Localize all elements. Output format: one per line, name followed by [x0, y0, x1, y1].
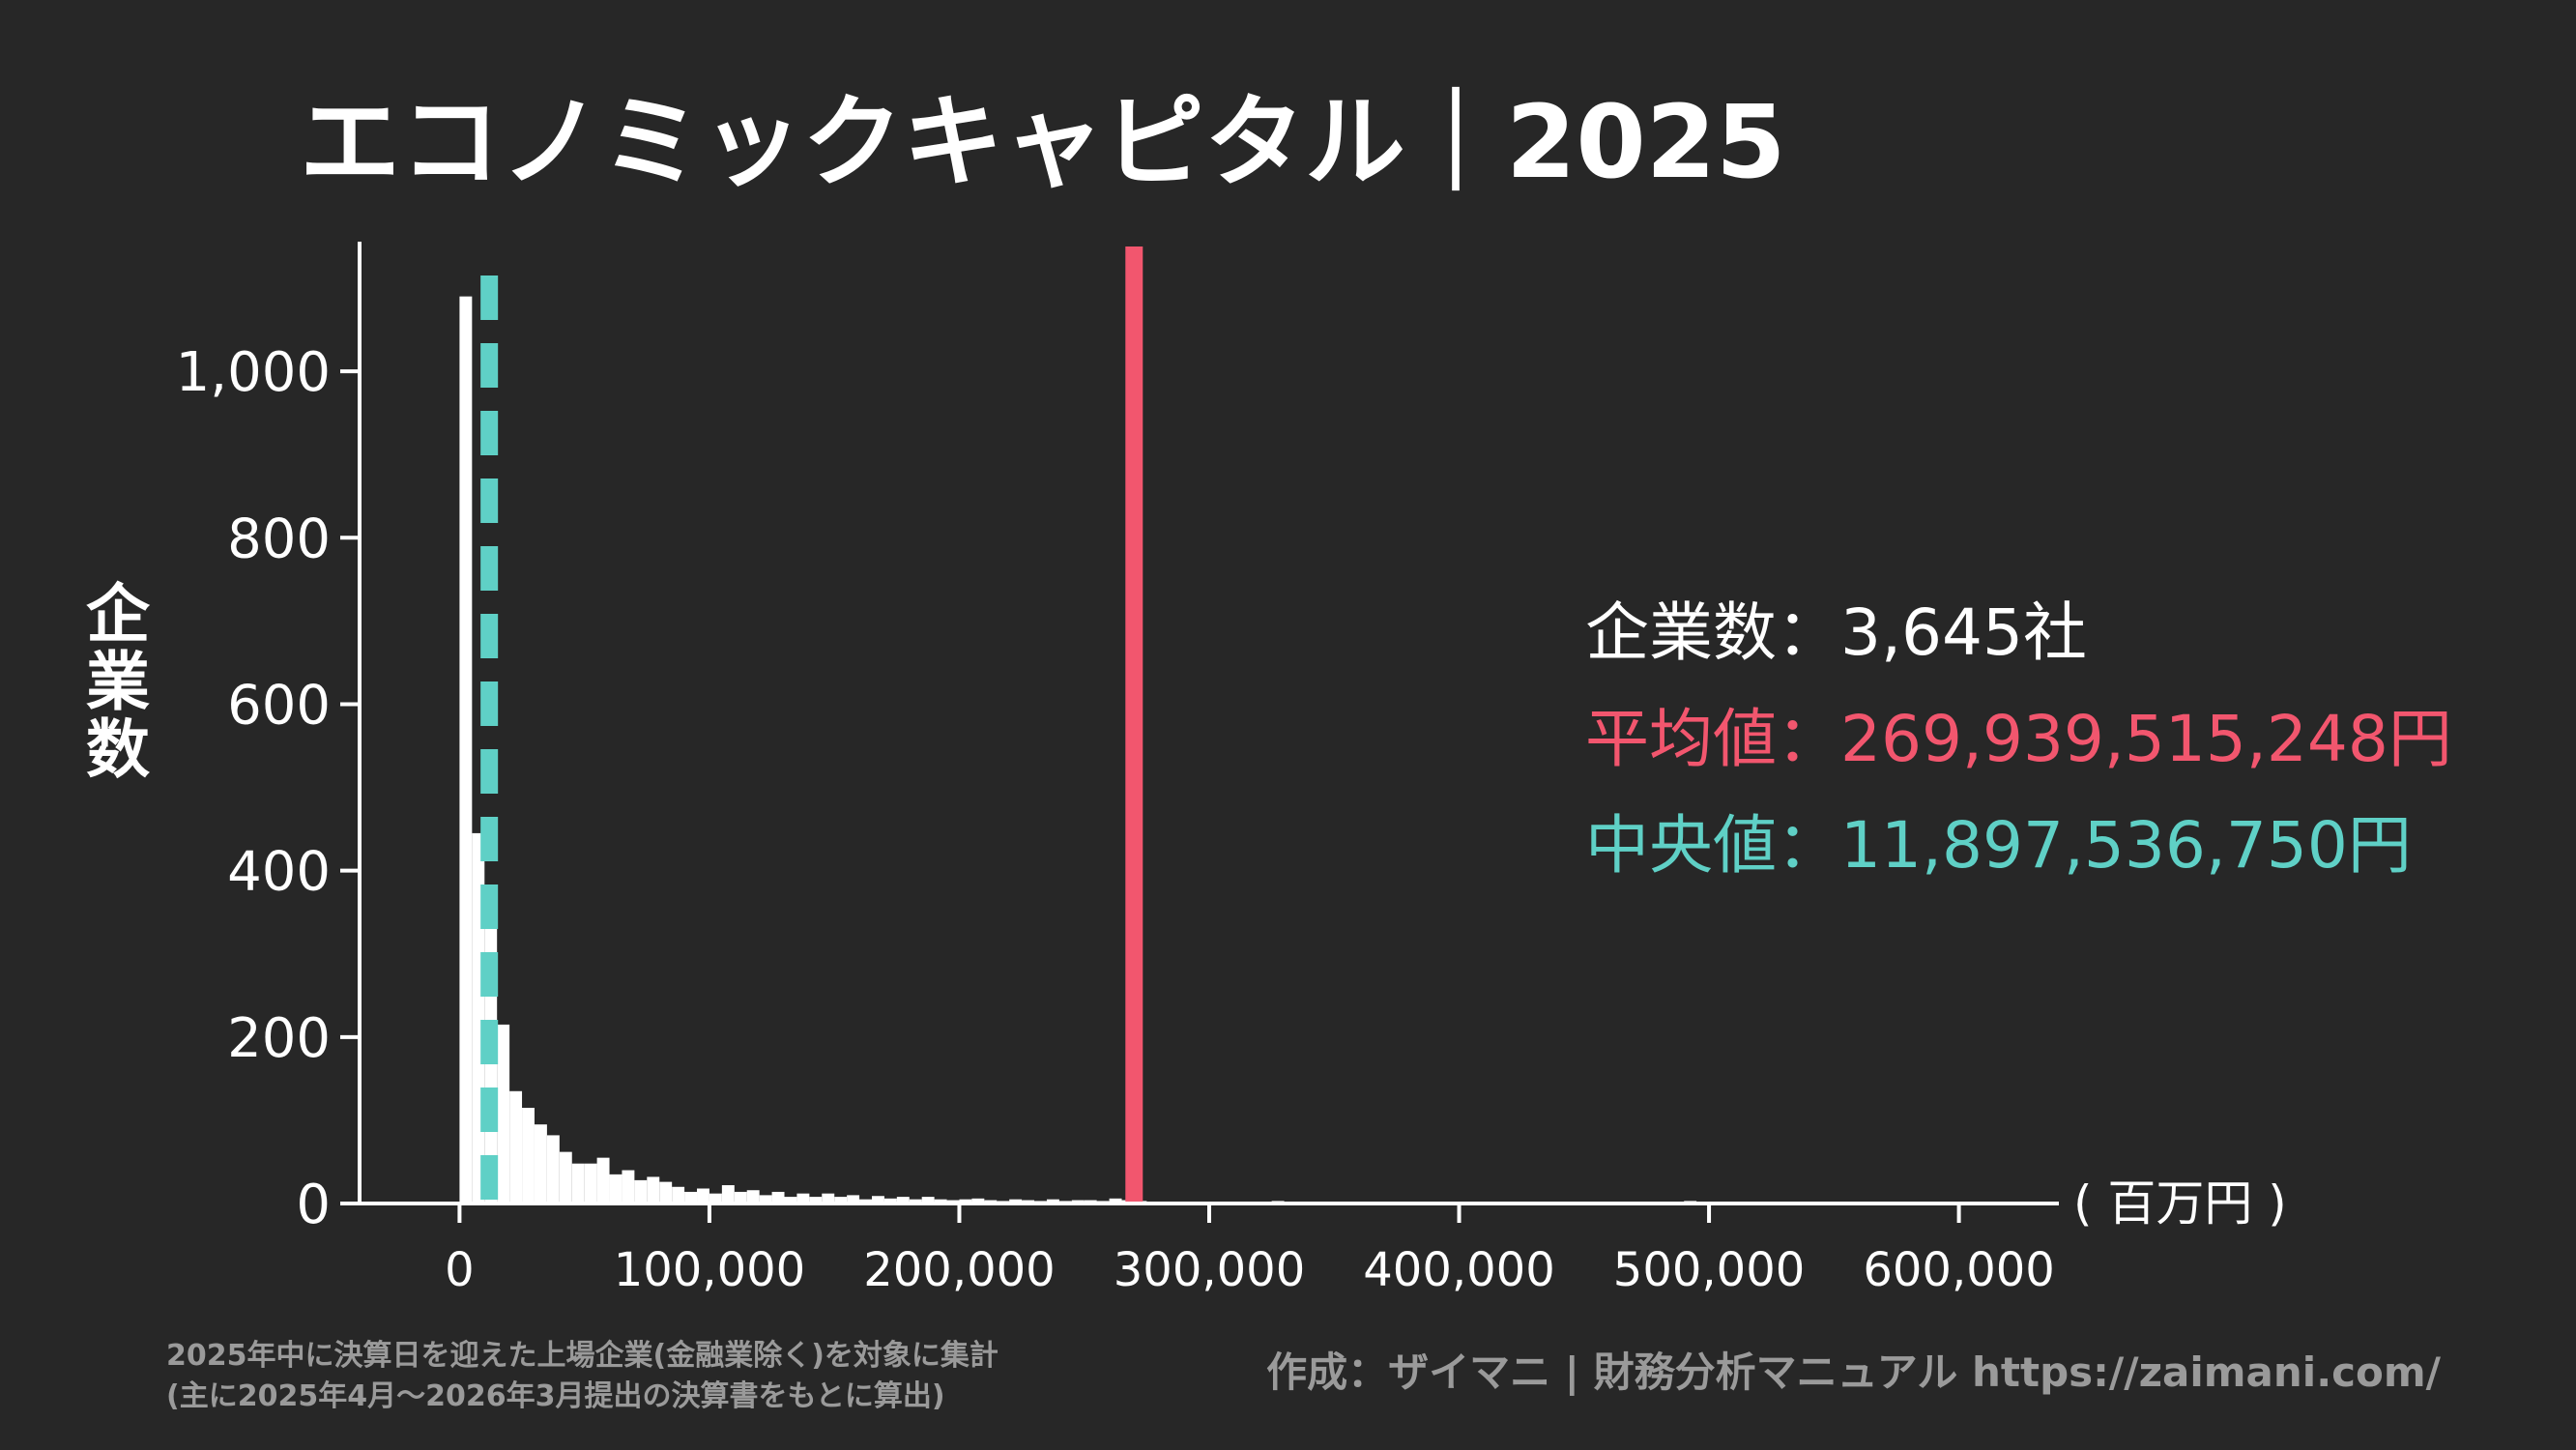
- stats-panel: 企業数：3,645社 平均値：269,939,515,248円 中央値：11,8…: [1585, 580, 2552, 899]
- footnote: 2025年中に決算日を迎えた上場企業(金融業除く)を対象に集計 (主に2025年…: [166, 1336, 1230, 1417]
- y-tick-label-1: 200: [227, 1007, 331, 1070]
- histogram-bar-27: [796, 1193, 810, 1204]
- histogram-bar-36: [909, 1199, 922, 1204]
- histogram-bar-47: [1046, 1199, 1059, 1204]
- histogram-bar-23: [746, 1190, 760, 1204]
- histogram-bar-0: [459, 296, 473, 1204]
- histogram-bar-41: [971, 1198, 985, 1204]
- histogram-bar-19: [697, 1188, 709, 1204]
- histogram-bar-37: [921, 1197, 935, 1204]
- y-tick-label-3: 600: [227, 674, 331, 737]
- histogram-bar-52: [1109, 1198, 1122, 1204]
- x-tick-label-0: 0: [445, 1243, 475, 1297]
- histogram-bar-30: [834, 1197, 848, 1204]
- histogram-bar-13: [622, 1170, 635, 1204]
- stat-count-label: 企業数：: [1585, 595, 1840, 670]
- histogram-bar-33: [871, 1196, 884, 1204]
- chart-title: エコノミックキャピタル｜2025: [300, 83, 1786, 201]
- stat-count-value: 3,645社: [1840, 595, 2087, 670]
- x-tick-label-1: 100,000: [614, 1243, 806, 1297]
- footnote-line-1: 2025年中に決算日を迎えた上場企業(金融業除く)を対象に集計: [166, 1339, 999, 1373]
- histogram-bar-18: [684, 1191, 698, 1204]
- histogram-bar-35: [896, 1197, 910, 1204]
- histogram-bar-38: [934, 1199, 947, 1204]
- histogram-bar-34: [883, 1198, 897, 1204]
- histogram-bar-4: [509, 1090, 523, 1204]
- histogram-bar-6: [534, 1124, 547, 1204]
- histogram-bar-8: [559, 1151, 572, 1204]
- histogram-bar-28: [809, 1197, 823, 1204]
- x-tick-label-4: 400,000: [1363, 1243, 1555, 1297]
- histogram-bar-44: [1009, 1199, 1023, 1204]
- reference-lines: [480, 246, 1143, 1204]
- stat-company-count: 企業数：3,645社: [1585, 580, 2552, 686]
- histogram-bar-5: [522, 1108, 535, 1204]
- histogram-bar-17: [672, 1186, 685, 1204]
- histogram-bar-12: [609, 1174, 622, 1204]
- histogram-bar-25: [771, 1191, 785, 1204]
- histogram-bar-9: [571, 1163, 585, 1204]
- y-tick-label-2: 400: [227, 841, 331, 904]
- histogram-bar-15: [647, 1176, 660, 1204]
- histogram-bar-7: [546, 1135, 560, 1204]
- stat-mean-label: 平均値：: [1585, 702, 1840, 776]
- stat-mean-value: 269,939,515,248円: [1840, 702, 2452, 776]
- credit-link[interactable]: 作成：ザイマニ | 財務分析マニュアル https://zaimani.com/: [1266, 1348, 2441, 1396]
- x-tick-label-3: 300,000: [1114, 1243, 1306, 1297]
- histogram-bar-22: [734, 1191, 747, 1204]
- histogram-bar-3: [497, 1024, 510, 1204]
- x-tick-label-5: 500,000: [1613, 1243, 1806, 1297]
- y-tick-label-5: 1,000: [176, 341, 331, 404]
- histogram-bar-21: [721, 1185, 735, 1204]
- histogram-bar-32: [859, 1199, 872, 1204]
- histogram-bar-11: [596, 1157, 610, 1204]
- histogram-bar-40: [959, 1199, 972, 1204]
- y-axis-label: 企業数: [75, 580, 150, 783]
- y-tick-label-4: 800: [227, 508, 331, 570]
- y-tick-label-0: 0: [296, 1174, 331, 1236]
- histogram-bar-24: [759, 1195, 772, 1204]
- stat-mean: 平均値：269,939,515,248円: [1585, 686, 2552, 793]
- x-axis-unit-label: ( 百万円 ): [2073, 1175, 2287, 1232]
- histogram-bar-20: [709, 1193, 722, 1204]
- stat-median: 中央値：11,897,536,750円: [1585, 793, 2552, 899]
- histogram-bar-29: [822, 1193, 835, 1204]
- stat-median-label: 中央値：: [1585, 808, 1840, 883]
- stat-median-value: 11,897,536,750円: [1840, 808, 2412, 883]
- histogram-bar-10: [584, 1163, 597, 1204]
- histogram-bar-14: [634, 1179, 648, 1204]
- footnote-line-2: (主に2025年4月〜2026年3月提出の決算書をもとに算出): [166, 1379, 945, 1413]
- x-tick-label-2: 200,000: [863, 1243, 1056, 1297]
- histogram-bar-31: [847, 1195, 860, 1204]
- histogram-bar-26: [784, 1197, 797, 1204]
- x-tick-label-6: 600,000: [1863, 1243, 2055, 1297]
- axes: 0 200 400 600 800 1,000 0 100,000 200,000 300,000…: [176, 242, 2059, 1297]
- histogram-bar-16: [659, 1181, 673, 1204]
